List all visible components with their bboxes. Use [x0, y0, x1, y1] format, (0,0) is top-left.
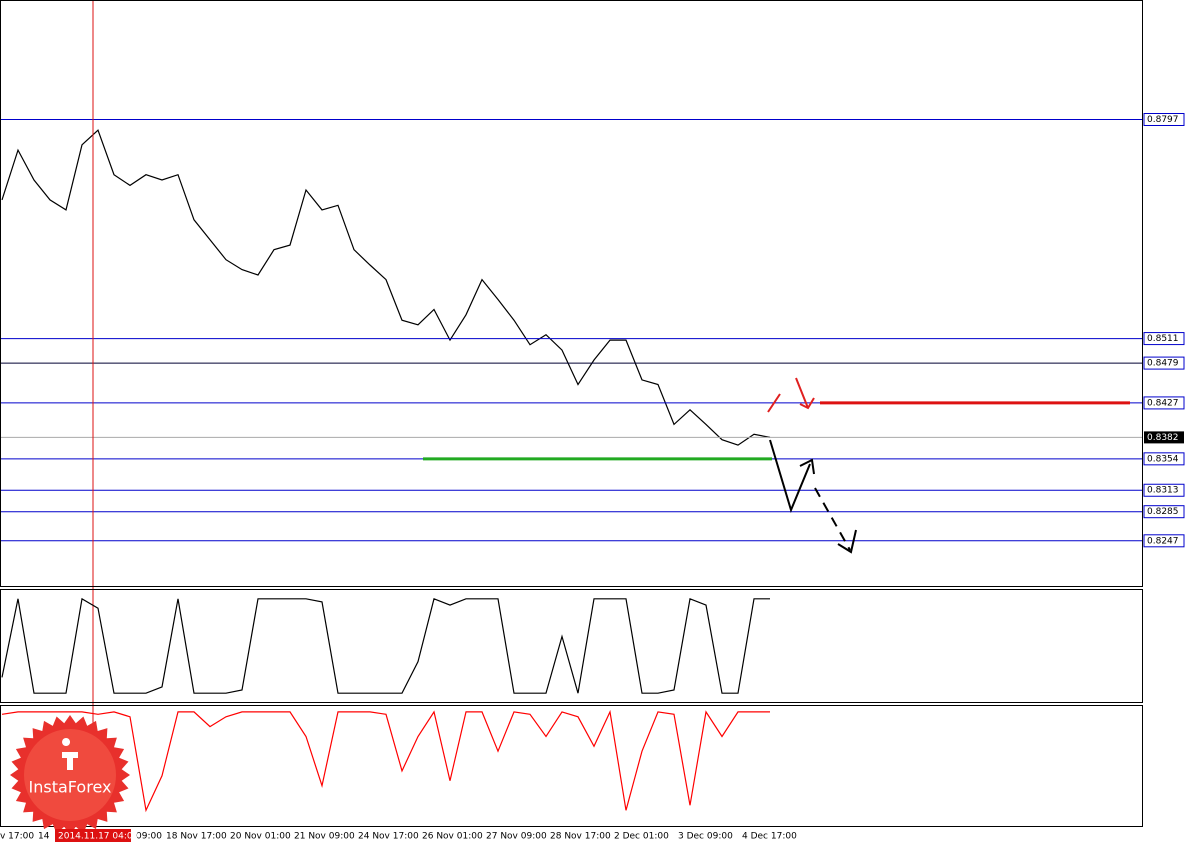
- series-line: [1, 597, 770, 694]
- axis-layer: 0.8797 0.8511 0.8479 0.8427 0.8354 0.8313 0.82…: [0, 112, 1185, 842]
- current-price-box: [1144, 431, 1184, 444]
- level-label: 0.8247: [1147, 536, 1179, 546]
- main-panel-border: [0, 0, 1143, 587]
- x-tick-label: 09:00: [136, 832, 162, 842]
- level-label-box: [1143, 452, 1185, 466]
- x-tick-label: 2 Dec 01:00: [614, 832, 669, 842]
- red-arrow: [767, 393, 781, 413]
- level-label: 0.8354: [1147, 454, 1179, 464]
- indicator-panel-border: [0, 705, 1143, 827]
- x-tick-label: 21 Nov 09:00: [294, 832, 355, 842]
- black-arrow: [769, 439, 815, 513]
- level-label-box: [1143, 356, 1185, 370]
- level-label-box: [1143, 332, 1185, 346]
- x-tick-label: 14: [38, 832, 50, 842]
- x-tick-label: 24 Nov 17:00: [358, 832, 419, 842]
- level-label: 0.8511: [1147, 334, 1179, 344]
- frame: [0, 0, 1143, 827]
- x-tick-label: 27 Nov 09:00: [486, 832, 547, 842]
- x-tick-label: 26 Nov 01:00: [422, 832, 483, 842]
- marker-label-box: [55, 829, 131, 842]
- dashed-arrow-head: [837, 529, 857, 554]
- dashed-arrow: [814, 487, 851, 551]
- oscillator-panel-border: [0, 589, 1143, 703]
- level-label: 0.8427: [1147, 398, 1179, 408]
- x-tick-label: 28 Nov 17:00: [550, 832, 611, 842]
- series-line: [1, 129, 771, 446]
- main-layer: [0, 0, 1142, 826]
- marker-label: 2014.11.17 04:00: [58, 832, 139, 842]
- series-line: [1, 709, 770, 813]
- logo-circle: [24, 729, 116, 821]
- current-price-label: 0.8382: [1147, 433, 1179, 443]
- x-tick-label: 20 Nov 01:00: [230, 832, 291, 842]
- x-tick-label: 3 Dec 09:00: [678, 832, 733, 842]
- level-label: 0.8797: [1147, 115, 1179, 125]
- level-label-box: [1143, 112, 1185, 126]
- level-label-box: [1143, 483, 1185, 497]
- logo-text: InstaForex: [29, 778, 112, 797]
- forecast-arrows: [767, 377, 857, 554]
- level-label: 0.8479: [1147, 359, 1179, 369]
- logo-icon: [62, 738, 78, 770]
- x-tick-label: 18 Nov 17:00: [166, 832, 227, 842]
- x-tick-label: 4 Dec 17:00: [742, 832, 797, 842]
- level-label: 0.8285: [1147, 507, 1179, 517]
- level-label-box: [1143, 396, 1185, 410]
- level-label-box: [1143, 505, 1185, 519]
- logo: InstaForex: [10, 715, 130, 835]
- level-label: 0.8313: [1147, 486, 1179, 496]
- level-label-box: [1143, 534, 1185, 548]
- red-arrow: [795, 377, 815, 410]
- x-tick-label: v 17:00: [0, 832, 34, 842]
